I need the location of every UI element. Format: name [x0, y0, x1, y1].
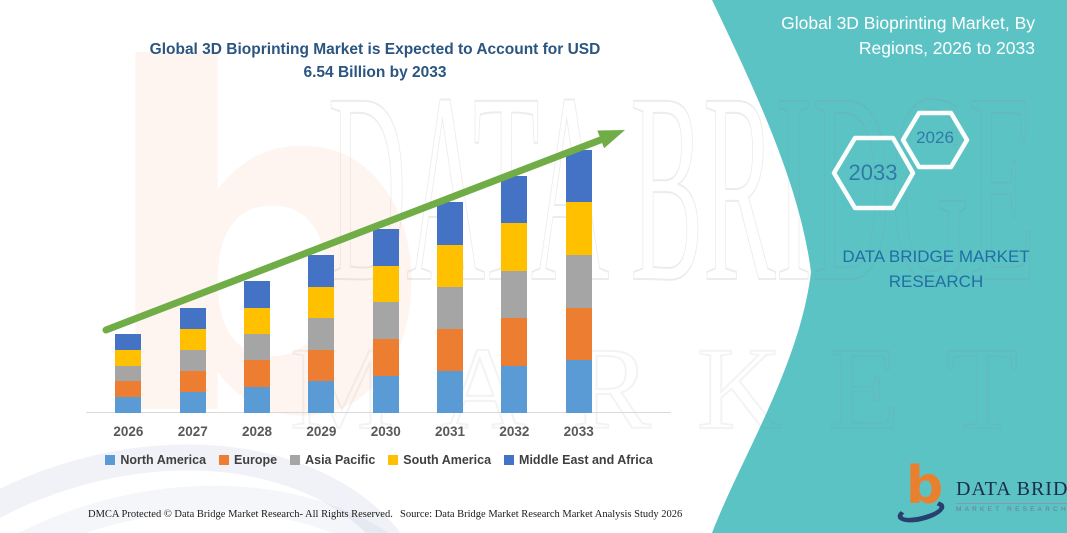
stacked-bar-2028 — [244, 281, 271, 413]
hexagon-year-2033: 2033 — [848, 160, 898, 185]
segment-south-america-2029 — [308, 286, 335, 319]
legend-item-europe: Europe — [219, 453, 277, 467]
segment-south-america-2033 — [565, 202, 592, 256]
segment-middle-east-and-africa-2030 — [372, 228, 399, 266]
hexagon-year-2026: 2026 — [916, 128, 954, 147]
x-axis-label-2028: 2028 — [242, 424, 273, 439]
x-axis-label-2030: 2030 — [370, 424, 401, 439]
segment-north-america-2029 — [308, 381, 335, 413]
stacked-bar-2031 — [437, 202, 464, 413]
segment-asia-pacific-2026 — [115, 365, 142, 382]
stacked-bar-2032 — [501, 175, 528, 413]
chart-legend: North America Europe Asia Pacific South Ame… — [85, 453, 673, 467]
segment-europe-2027 — [179, 370, 206, 392]
legend-swatch-north-america — [105, 455, 116, 465]
segment-europe-2031 — [437, 328, 464, 371]
stacked-bar-2026 — [115, 334, 142, 413]
legend-swatch-middle-east-and-africa — [504, 455, 515, 465]
segment-europe-2026 — [115, 381, 142, 398]
hexagon-2026-outline — [900, 110, 970, 170]
banner-brand-text: DATA BRIDGE MARKET RESEARCH — [842, 247, 1030, 291]
x-axis-label-2026: 2026 — [113, 424, 144, 439]
x-axis-label-2032: 2032 — [499, 424, 530, 439]
footer-source: Source: Data Bridge Market Research Mark… — [400, 509, 683, 520]
segment-asia-pacific-2027 — [179, 349, 206, 371]
segment-europe-2030 — [372, 339, 399, 377]
segment-europe-2028 — [244, 360, 271, 387]
segment-south-america-2032 — [501, 223, 528, 271]
segment-asia-pacific-2029 — [308, 318, 335, 350]
segment-asia-pacific-2030 — [372, 302, 399, 340]
stacked-bar-2033 — [565, 149, 592, 413]
segment-south-america-2026 — [115, 349, 142, 366]
legend-swatch-south-america — [388, 455, 399, 465]
segment-north-america-2027 — [179, 391, 206, 413]
segment-asia-pacific-2032 — [501, 270, 528, 319]
legend-label-asia-pacific: Asia Pacific — [305, 453, 376, 467]
segment-asia-pacific-2033 — [565, 255, 592, 308]
legend-label-europe: Europe — [234, 453, 278, 467]
segment-middle-east-and-africa-2033 — [565, 149, 592, 203]
segment-north-america-2030 — [372, 376, 399, 413]
stacked-bar-2027 — [179, 307, 206, 413]
hexagon-2033-outline — [831, 135, 916, 211]
segment-north-america-2028 — [244, 386, 271, 413]
banner-title-line2: Regions, 2026 to 2033 — [858, 38, 1035, 59]
segment-south-america-2027 — [179, 328, 206, 350]
legend-item-north-america: North America — [105, 453, 206, 467]
segment-middle-east-and-africa-2029 — [308, 255, 335, 287]
segment-north-america-2032 — [501, 365, 528, 413]
segment-south-america-2028 — [244, 307, 271, 335]
segment-europe-2029 — [308, 349, 335, 382]
logo-swoosh-icon — [895, 496, 947, 527]
x-axis-label-2027: 2027 — [177, 424, 208, 439]
segment-middle-east-and-africa-2028 — [244, 281, 271, 308]
teal-band-path — [712, 0, 1067, 533]
segment-north-america-2033 — [565, 360, 592, 413]
segment-north-america-2031 — [437, 370, 464, 413]
segment-north-america-2026 — [115, 397, 142, 413]
logo-b-glyph: b — [906, 456, 944, 516]
x-axis-label-2031: 2031 — [435, 424, 466, 439]
logo-name: DATA BRIDGE — [956, 478, 1067, 504]
segment-asia-pacific-2031 — [437, 286, 464, 329]
legend-label-south-america: South America — [403, 453, 492, 467]
segment-south-america-2031 — [437, 244, 464, 287]
plot-area — [95, 120, 670, 413]
segment-asia-pacific-2028 — [244, 334, 271, 361]
footer-copyright: DMCA Protected © Data Bridge Market Rese… — [88, 509, 393, 520]
logo-wordmark: DATA BRIDGE MARKET RESEARCH — [956, 474, 1067, 513]
x-axis-label-2033: 2033 — [563, 424, 594, 439]
legend-swatch-europe — [219, 455, 230, 465]
x-axis-label-2029: 2029 — [306, 424, 337, 439]
databridge-logo-icon: b — [895, 460, 948, 527]
legend-item-middle-east-and-africa: Middle East and Africa — [504, 453, 653, 467]
logo-subtitle: MARKET RESEARCH — [956, 506, 1067, 513]
main-title-line1: Global 3D Bioprinting Market is Expected… — [149, 41, 601, 58]
segment-middle-east-and-africa-2027 — [179, 307, 206, 329]
main-title-line2: 6.54 Billion by 2033 — [303, 64, 447, 82]
segment-europe-2032 — [501, 318, 528, 366]
legend-item-asia-pacific: Asia Pacific — [290, 453, 375, 467]
segment-middle-east-and-africa-2026 — [115, 334, 142, 350]
legend-item-south-america: South America — [388, 453, 491, 467]
databridge-logo: b DATA BRIDGE MARKET RESEARCH — [895, 460, 1067, 527]
legend-label-north-america: North America — [120, 453, 207, 467]
banner-title: Global 3D Bioprinting Market, By Regions… — [735, 11, 1035, 62]
stacked-bar-2030 — [372, 228, 399, 413]
segment-europe-2033 — [565, 307, 592, 361]
legend-label-middle-east-and-africa: Middle East and Africa — [519, 453, 653, 467]
segment-middle-east-and-africa-2031 — [437, 202, 464, 245]
banner-title-line1: Global 3D Bioprinting Market, By — [781, 13, 1035, 33]
stacked-bar-2029 — [308, 255, 335, 413]
main-title: Global 3D Bioprinting Market is Expected… — [110, 38, 640, 85]
segment-middle-east-and-africa-2032 — [501, 175, 528, 224]
segment-south-america-2030 — [372, 265, 399, 303]
legend-swatch-asia-pacific — [290, 455, 301, 465]
